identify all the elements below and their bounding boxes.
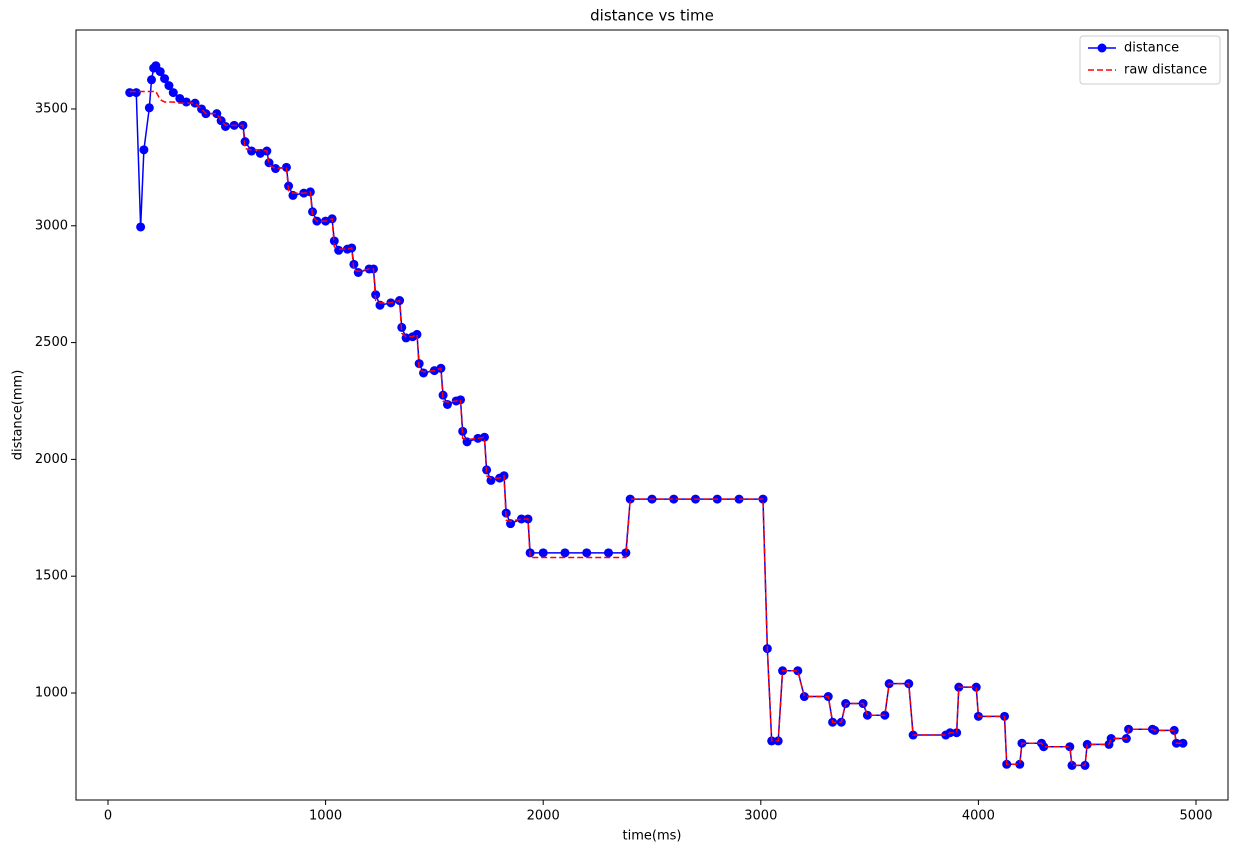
point: [271, 164, 281, 174]
point: [160, 74, 170, 84]
x-tick-label: 1000: [309, 809, 342, 824]
point: [264, 158, 274, 168]
point: [1065, 742, 1075, 752]
point: [486, 475, 496, 485]
legend-label: distance: [1124, 41, 1179, 56]
point: [1015, 759, 1025, 769]
point: [181, 97, 191, 107]
x-tick-label: 5000: [1179, 809, 1212, 824]
point: [168, 88, 178, 98]
point: [371, 290, 381, 300]
point: [971, 682, 981, 692]
y-axis-label: distance(mm): [11, 370, 26, 461]
point: [516, 514, 526, 524]
point: [131, 88, 141, 98]
point: [329, 236, 339, 246]
point: [793, 666, 803, 676]
point: [952, 728, 962, 738]
point: [538, 548, 548, 558]
point: [412, 329, 422, 339]
point: [862, 710, 872, 720]
x-axis-label: time(ms): [623, 829, 682, 844]
x-tick-label: 3000: [744, 809, 777, 824]
point: [625, 494, 635, 504]
chart-title: distance vs time: [590, 7, 714, 25]
y-tick-label: 3000: [35, 218, 68, 233]
x-tick-label: 0: [104, 809, 112, 824]
point: [456, 395, 466, 405]
point: [419, 368, 429, 378]
y-tick-label: 2000: [35, 452, 68, 467]
point: [147, 75, 157, 85]
point: [125, 88, 135, 98]
x-tick-label: 2000: [527, 809, 560, 824]
point: [560, 548, 570, 558]
point: [621, 548, 631, 558]
point: [247, 146, 257, 156]
point: [1067, 760, 1077, 770]
point: [139, 145, 149, 155]
y-tick-label: 3500: [35, 101, 68, 116]
point: [603, 548, 613, 558]
x-tick-label: 4000: [962, 809, 995, 824]
point: [164, 81, 174, 91]
legend-label: raw distance: [1124, 63, 1207, 78]
point: [1178, 738, 1188, 748]
point: [479, 432, 489, 442]
legend-marker: [1097, 43, 1107, 53]
y-tick-label: 1000: [35, 686, 68, 701]
y-tick-label: 1500: [35, 569, 68, 584]
y-tick-label: 2500: [35, 335, 68, 350]
point: [220, 121, 230, 131]
point: [334, 245, 344, 255]
plot-frame: [75, 29, 1229, 801]
point: [353, 267, 363, 277]
point: [155, 67, 165, 77]
series-line: [129, 90, 1183, 767]
point: [144, 103, 154, 113]
point: [136, 222, 146, 232]
point: [582, 548, 592, 558]
point: [1082, 739, 1092, 749]
point: [669, 494, 679, 504]
point: [281, 162, 291, 172]
point: [1106, 734, 1116, 744]
point: [799, 692, 809, 702]
